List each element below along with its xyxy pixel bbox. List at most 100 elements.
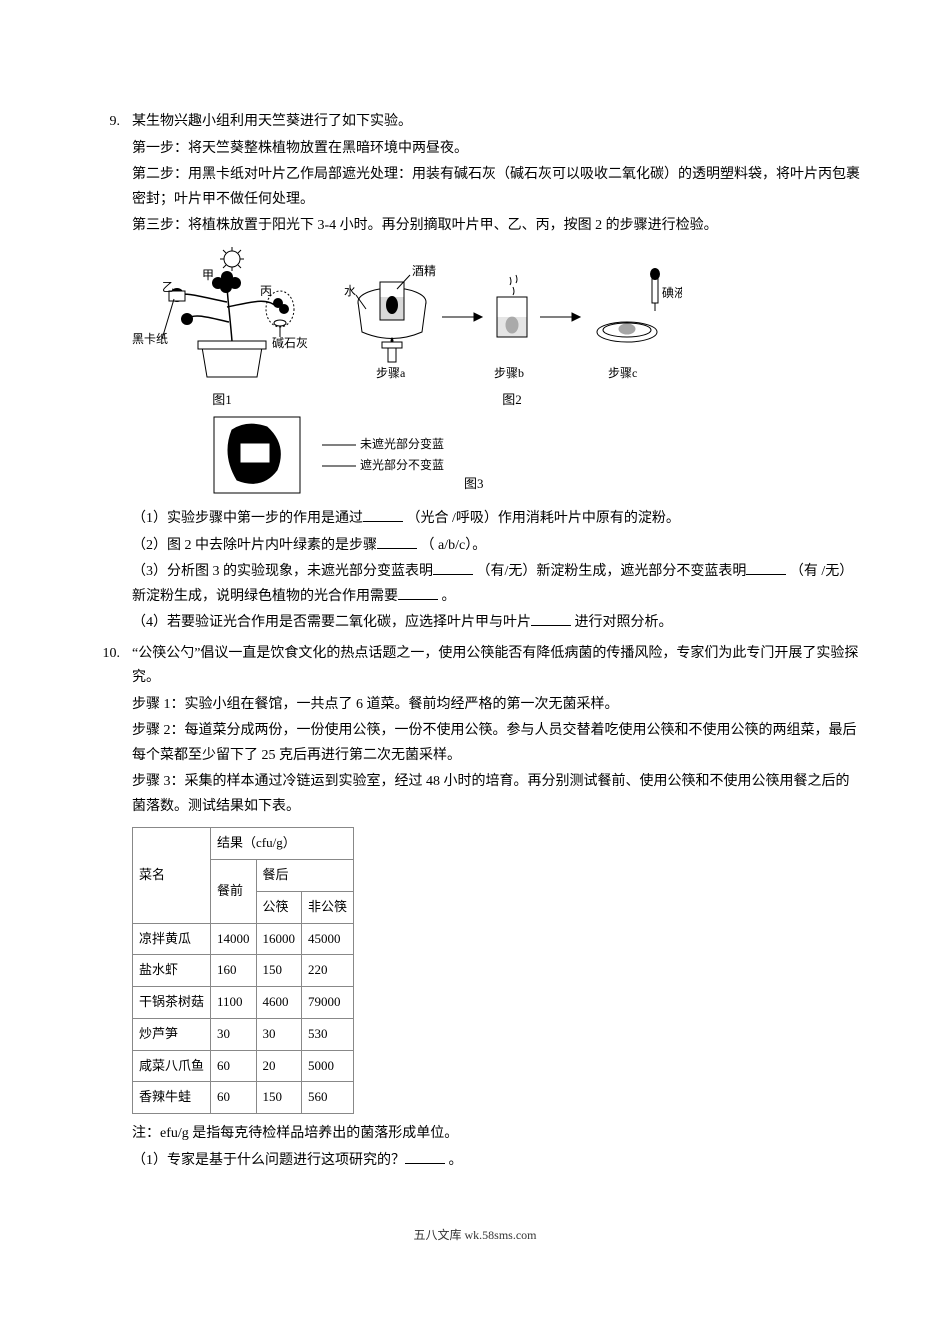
table-cell: 79000	[302, 987, 354, 1019]
q10-step1: 步骤 1：实验小组在餐馆，一共点了 6 道菜。餐前均经严格的第一次无菌采样。	[132, 693, 860, 718]
table-row: 炒芦笋3030530	[133, 1018, 354, 1050]
table-row: 咸菜八爪鱼60205000	[133, 1050, 354, 1082]
table-cell: 20	[256, 1050, 302, 1082]
table-cell: 30	[211, 1018, 257, 1050]
table-cell: 盐水虾	[133, 955, 211, 987]
table-cell: 560	[302, 1082, 354, 1114]
fig3-label-2: 遮光部分不变蓝	[360, 455, 444, 476]
table-cell: 530	[302, 1018, 354, 1050]
text: 。	[449, 1153, 463, 1168]
text: （4）若要验证光合作用是否需要二氧化碳，应选择叶片甲与叶片	[132, 615, 531, 630]
pointer-line-icon	[322, 440, 356, 450]
fig1-caption: 图1	[212, 389, 232, 412]
table-cell: 60	[211, 1050, 257, 1082]
table-row: 菜名 结果（cfu/g）	[133, 828, 354, 860]
text: （3）分析图 3 的实验现象，未遮光部分变蓝表明	[132, 564, 433, 579]
text: （ a/b/c）。	[421, 538, 487, 553]
fig3-labels: 未遮光部分变蓝 遮光部分不变蓝	[322, 434, 444, 476]
fig2-caption: 图2	[502, 389, 522, 412]
col-pub: 公筷	[256, 891, 302, 923]
col-name: 菜名	[133, 828, 211, 923]
table-cell: 干锅茶树菇	[133, 987, 211, 1019]
q10-note: 注：efu/g 是指每克待检样品培养出的菌落形成单位。	[132, 1122, 860, 1147]
question-number: 10.	[90, 642, 132, 1175]
figure-row-1: 甲 乙 丙 黑卡纸 碱石灰 图1	[132, 247, 860, 412]
col-after: 餐后	[256, 860, 354, 892]
text: （2）图 2 中去除叶片内叶绿素的是步骤	[132, 538, 377, 553]
figure-row-2: 未遮光部分变蓝 遮光部分不变蓝 图3	[212, 415, 860, 495]
svg-text:碘液: 碘液	[662, 285, 682, 300]
svg-text:步骤c: 步骤c	[608, 366, 637, 380]
table-cell: 30	[256, 1018, 302, 1050]
q10-intro: “公筷公勺”倡议一直是饮食文化的热点话题之一，使用公筷能否有降低病菌的传播风险，…	[132, 642, 860, 691]
text: 进行对照分析。	[575, 615, 673, 630]
procedure-diagram: 酒精 水 步骤a	[342, 247, 682, 387]
text: 。	[442, 589, 456, 604]
question-number: 9.	[90, 110, 132, 638]
figure-2: 酒精 水 步骤a	[342, 247, 682, 412]
blank	[531, 612, 571, 626]
blank	[405, 1150, 445, 1164]
table-cell: 炒芦笋	[133, 1018, 211, 1050]
text: （光合 /呼吸）作用消耗叶片中原有的淀粉。	[407, 511, 680, 526]
table-cell: 4600	[256, 987, 302, 1019]
page-footer: 五八文库 wk.58sms.com	[90, 1225, 860, 1246]
col-nonpub: 非公筷	[302, 891, 354, 923]
q9-sub3: （3）分析图 3 的实验现象，未遮光部分变蓝表明 （有/无）新淀粉生成，遮光部分…	[132, 560, 860, 609]
q10-sub1: （1）专家是基于什么问题进行这项研究的？ 。	[132, 1149, 860, 1174]
leaf-result-diagram	[212, 415, 302, 495]
table-cell: 160	[211, 955, 257, 987]
blank	[377, 535, 417, 549]
label-lime: 碱石灰	[272, 336, 308, 350]
table-cell: 150	[256, 1082, 302, 1114]
blank	[398, 586, 438, 600]
table-cell: 1100	[211, 987, 257, 1019]
table-cell: 16000	[256, 923, 302, 955]
table-cell: 60	[211, 1082, 257, 1114]
table-cell: 45000	[302, 923, 354, 955]
text: （1）专家是基于什么问题进行这项研究的？	[132, 1153, 405, 1168]
plant-diagram: 甲 乙 丙 黑卡纸 碱石灰	[132, 247, 312, 387]
q9-figures: 甲 乙 丙 黑卡纸 碱石灰 图1	[132, 247, 860, 496]
svg-text:步骤b: 步骤b	[494, 366, 524, 380]
fig3-label-1: 未遮光部分变蓝	[360, 434, 444, 455]
figure-3: 未遮光部分变蓝 遮光部分不变蓝 图3	[212, 415, 484, 495]
question-body: “公筷公勺”倡议一直是饮食文化的热点话题之一，使用公筷能否有降低病菌的传播风险，…	[132, 642, 860, 1175]
text: （有/无）新淀粉生成，遮光部分不变蓝表明	[477, 564, 747, 579]
pointer-line-icon	[322, 461, 356, 471]
table-cell: 香辣牛蛙	[133, 1082, 211, 1114]
table-cell: 14000	[211, 923, 257, 955]
blank	[363, 508, 403, 522]
table-row: 凉拌黄瓜140001600045000	[133, 923, 354, 955]
table-cell: 150	[256, 955, 302, 987]
question-9: 9. 某生物兴趣小组利用天竺葵进行了如下实验。 第一步：将天竺葵整株植物放置在黑…	[90, 110, 860, 638]
table-cell: 凉拌黄瓜	[133, 923, 211, 955]
table-row: 干锅茶树菇1100460079000	[133, 987, 354, 1019]
q10-step2: 步骤 2：每道菜分成两份，一份使用公筷，一份不使用公筷。参与人员交替着吃使用公筷…	[132, 719, 860, 768]
blank	[433, 561, 473, 575]
col-before: 餐前	[211, 860, 257, 924]
label-yi: 乙	[162, 280, 174, 294]
svg-text:步骤a: 步骤a	[376, 366, 406, 380]
table-row: 盐水虾160150220	[133, 955, 354, 987]
q9-step1: 第一步：将天竺葵整株植物放置在黑暗环境中两昼夜。	[132, 137, 860, 162]
q10-step3: 步骤 3：采集的样本通过冷链运到实验室，经过 48 小时的培育。再分别测试餐前、…	[132, 770, 860, 819]
q9-intro: 某生物兴趣小组利用天竺葵进行了如下实验。	[132, 110, 860, 135]
label-card: 黑卡纸	[132, 332, 168, 346]
table-cell: 5000	[302, 1050, 354, 1082]
q9-step3: 第三步：将植株放置于阳光下 3-4 小时。再分别摘取叶片甲、乙、丙，按图 2 的…	[132, 214, 860, 239]
fig3-caption: 图3	[464, 473, 484, 496]
results-table: 菜名 结果（cfu/g） 餐前 餐后 公筷 非公筷 凉拌黄瓜1400016000…	[132, 827, 354, 1114]
q9-step2: 第二步：用黑卡纸对叶片乙作局部遮光处理：用装有碱石灰（碱石灰可以吸收二氧化碳）的…	[132, 163, 860, 212]
table-cell: 220	[302, 955, 354, 987]
blank	[746, 561, 786, 575]
text: （1）实验步骤中第一步的作用是通过	[132, 511, 363, 526]
q9-sub2: （2）图 2 中去除叶片内叶绿素的是步骤 （ a/b/c）。	[132, 534, 860, 559]
figure-1: 甲 乙 丙 黑卡纸 碱石灰 图1	[132, 247, 312, 412]
question-body: 某生物兴趣小组利用天竺葵进行了如下实验。 第一步：将天竺葵整株植物放置在黑暗环境…	[132, 110, 860, 638]
label-bing: 丙	[260, 284, 272, 298]
question-10: 10. “公筷公勺”倡议一直是饮食文化的热点话题之一，使用公筷能否有降低病菌的传…	[90, 642, 860, 1175]
table-row: 香辣牛蛙60150560	[133, 1082, 354, 1114]
label-jia: 甲	[202, 268, 214, 282]
table-cell: 咸菜八爪鱼	[133, 1050, 211, 1082]
